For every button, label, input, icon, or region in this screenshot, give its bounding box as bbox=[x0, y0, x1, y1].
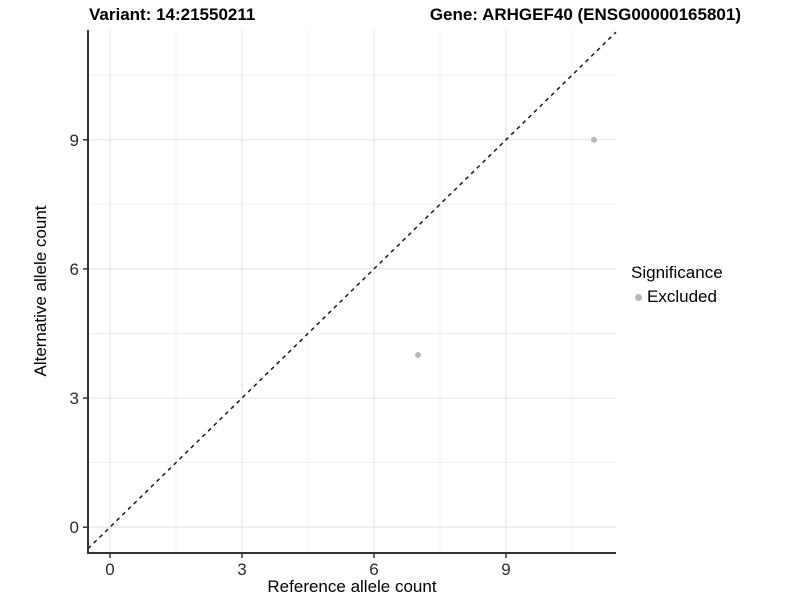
y-tick-label: 3 bbox=[70, 389, 79, 408]
legend-point-icon bbox=[635, 293, 642, 301]
legend-title: Significance bbox=[631, 263, 723, 282]
legend-item-excluded: Excluded bbox=[631, 287, 723, 307]
x-axis-title: Reference allele count bbox=[267, 577, 437, 596]
identity-line bbox=[87, 31, 617, 550]
gene-title: Gene: ARHGEF40 (ENSG00000165801) bbox=[429, 5, 741, 24]
x-tick-label: 3 bbox=[237, 560, 246, 579]
y-tick-label: 9 bbox=[70, 131, 79, 150]
variant-title: Variant: 14:21550211 bbox=[89, 5, 256, 24]
x-tick-label: 6 bbox=[369, 560, 378, 579]
legend-item-label: Excluded bbox=[647, 287, 717, 306]
x-tick-label: 9 bbox=[501, 560, 510, 579]
x-tick-label: 0 bbox=[105, 560, 114, 579]
y-tick-label: 6 bbox=[70, 260, 79, 279]
y-tick-label: 0 bbox=[70, 518, 79, 537]
data-point bbox=[415, 351, 421, 358]
legend: Significance Excluded bbox=[631, 263, 723, 307]
plot-titles: Variant: 14:21550211 Gene: ARHGEF40 (ENS… bbox=[0, 5, 800, 25]
data-point bbox=[591, 136, 597, 143]
